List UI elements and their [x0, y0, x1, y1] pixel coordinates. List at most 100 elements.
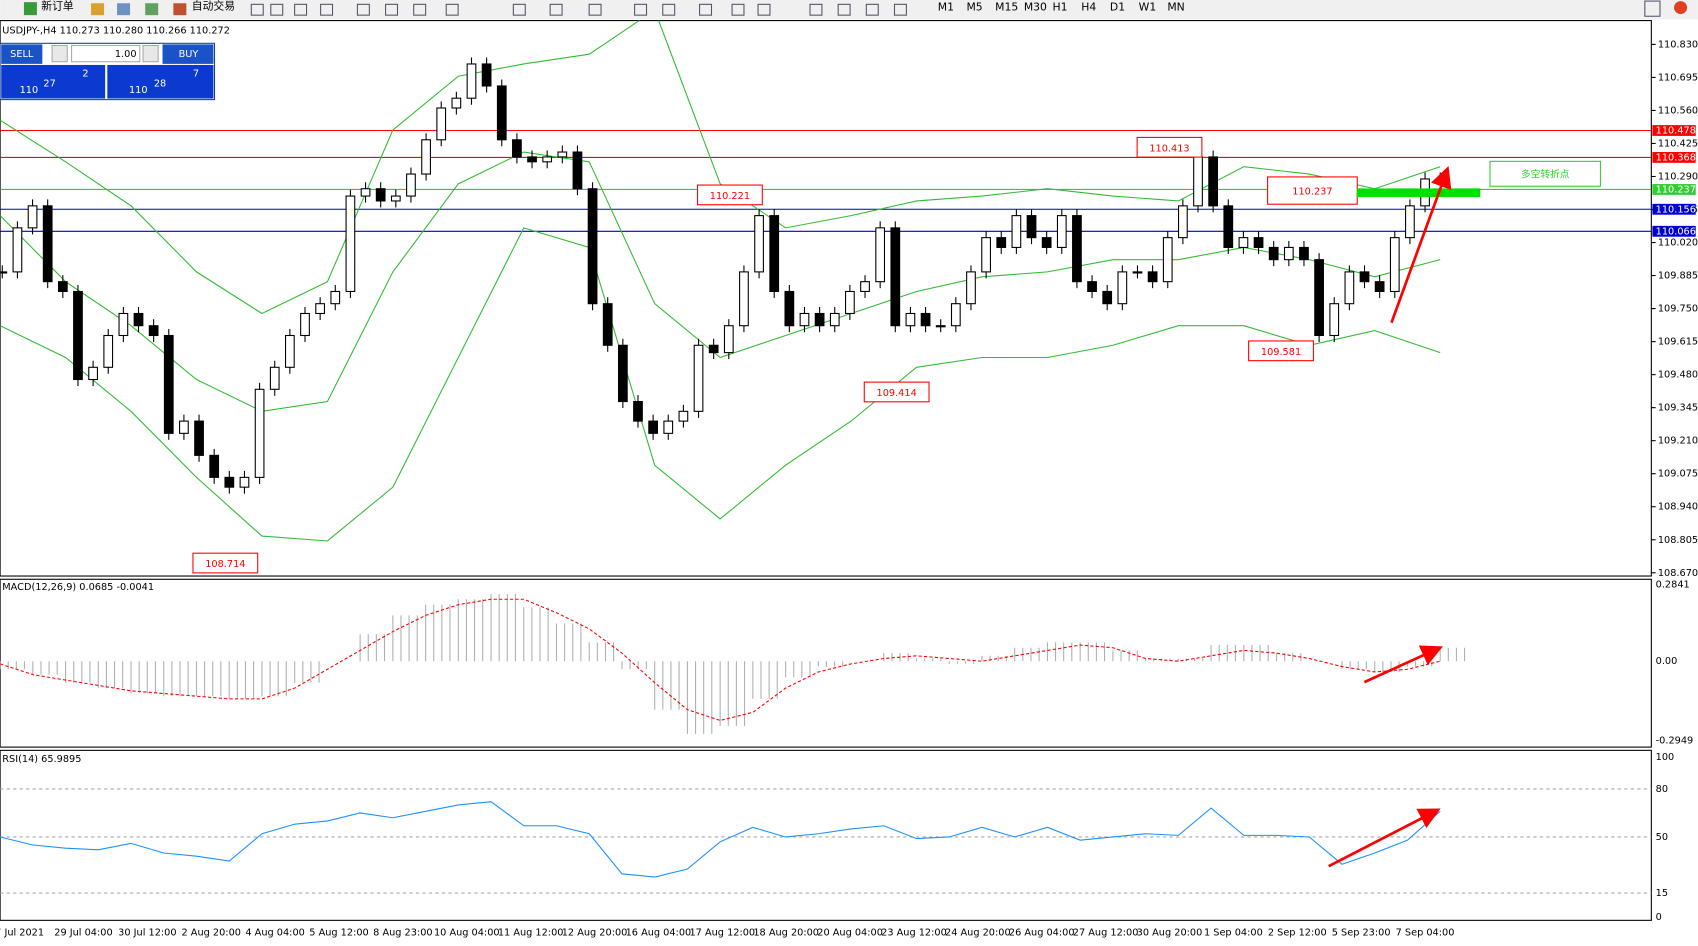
candle	[648, 420, 658, 434]
tool-icon[interactable]	[809, 3, 823, 16]
notifications[interactable]	[1674, 1, 1688, 15]
new-order-icon[interactable]	[23, 2, 37, 16]
buy-price[interactable]	[107, 64, 214, 99]
candle	[481, 63, 492, 87]
candle	[1314, 259, 1324, 337]
tool-icon[interactable]	[512, 3, 526, 16]
lot-down[interactable]	[51, 44, 68, 63]
tool-icon[interactable]	[445, 3, 459, 16]
chart-header: USDJPY-,H4 110.273 110.280 110.266 110.2…	[2, 25, 230, 36]
candle	[42, 205, 53, 283]
candle	[512, 139, 522, 158]
price-label: 108.805	[1658, 535, 1698, 546]
date-label: 26 Aug 04:00	[1009, 927, 1075, 938]
price-annotation: 109.414	[877, 388, 917, 399]
timeframe[interactable]: M30	[1024, 1, 1047, 14]
date-label: 7 Sep 04:00	[1396, 927, 1455, 938]
candle	[103, 334, 114, 368]
buy-pips: 28	[154, 78, 166, 89]
sell-price[interactable]	[1, 64, 106, 99]
candle	[12, 227, 23, 273]
level-tag	[1652, 203, 1696, 215]
candle	[73, 290, 83, 381]
timeframe[interactable]: M5	[966, 1, 982, 14]
candle	[1178, 205, 1188, 239]
candle	[633, 401, 643, 422]
candle	[602, 303, 613, 346]
icon[interactable]	[91, 3, 105, 16]
search[interactable]	[1644, 0, 1661, 17]
candle	[1405, 205, 1415, 239]
tool-icon[interactable]	[320, 3, 334, 16]
candle	[1162, 237, 1173, 283]
timeframe[interactable]: D1	[1110, 1, 1125, 14]
candle	[814, 312, 825, 327]
price-label: 109.615	[1658, 337, 1698, 348]
candle	[557, 151, 568, 158]
trade-panel: SELL 1.00 BUY 110 27 2 110 28 7	[0, 42, 216, 101]
candle	[769, 215, 780, 293]
candle	[406, 173, 416, 197]
icon[interactable]	[117, 3, 131, 16]
macd-panel	[0, 578, 1652, 748]
price-label: 108.940	[1658, 502, 1698, 513]
price-annotation: 110.413	[1149, 143, 1189, 154]
main-chart	[0, 20, 1652, 577]
price-annotation-box	[1136, 136, 1203, 158]
tool-icon[interactable]	[250, 3, 264, 16]
candle	[1193, 156, 1203, 207]
rsi-line	[0, 801, 1441, 878]
lot-up[interactable]	[142, 44, 159, 63]
candle	[254, 388, 265, 478]
lot-input[interactable]	[71, 44, 141, 63]
candle	[1041, 237, 1052, 248]
tool-icon[interactable]	[356, 3, 370, 16]
auto-trading-icon[interactable]	[173, 3, 187, 16]
candle	[1011, 215, 1022, 248]
timeframe[interactable]: MN	[1167, 1, 1184, 14]
tool-icon[interactable]	[294, 3, 308, 16]
timeframe[interactable]: W1	[1139, 1, 1157, 14]
date-label: 8 Aug 23:00	[373, 927, 432, 938]
tool-icon[interactable]	[757, 3, 771, 16]
tool-icon[interactable]	[634, 3, 648, 16]
tool-icon[interactable]	[837, 3, 851, 16]
tool-icon[interactable]	[549, 3, 563, 16]
price-annotation: 109.581	[1261, 347, 1301, 358]
timeframe[interactable]: H4	[1081, 1, 1096, 14]
trend-arrow	[1390, 165, 1452, 324]
auto-trading[interactable]: 自动交易	[192, 0, 235, 12]
tool-icon[interactable]	[662, 3, 676, 16]
timeframe[interactable]: M1	[938, 1, 954, 14]
candle	[542, 156, 553, 163]
price-annotation-box	[1248, 340, 1314, 362]
timeframe[interactable]: M15	[995, 1, 1018, 14]
buy-button[interactable]	[162, 44, 214, 64]
tool-icon[interactable]	[413, 3, 427, 16]
tool-icon[interactable]	[270, 3, 284, 16]
tool-icon[interactable]	[865, 3, 879, 16]
candle	[572, 151, 583, 190]
buy-label[interactable]: BUY	[179, 49, 199, 60]
sell-button[interactable]	[1, 44, 43, 64]
icon[interactable]	[145, 3, 159, 16]
tool-icon[interactable]	[385, 3, 399, 16]
price-annotation: 110.237	[1292, 187, 1332, 198]
tool-icon[interactable]	[588, 3, 602, 16]
tool-icon[interactable]	[731, 3, 745, 16]
rsi-tick: 100	[1656, 752, 1675, 763]
candle	[194, 420, 204, 456]
lot-value[interactable]: 1.00	[115, 49, 137, 60]
toolbar	[0, 0, 1698, 20]
level-label: 110.478	[1656, 126, 1696, 137]
candle	[587, 188, 598, 305]
new-order[interactable]: 新订单	[41, 0, 74, 12]
sell-label[interactable]: SELL	[10, 49, 34, 60]
timeframes: M1 M5 M15 M30 H1 H4 D1 W1 MN	[938, 1, 1185, 14]
candle	[1238, 237, 1249, 248]
timeframe[interactable]: H1	[1053, 1, 1068, 14]
tool-icon[interactable]	[893, 3, 907, 16]
candle	[179, 420, 189, 434]
tool-icon[interactable]	[699, 3, 713, 16]
